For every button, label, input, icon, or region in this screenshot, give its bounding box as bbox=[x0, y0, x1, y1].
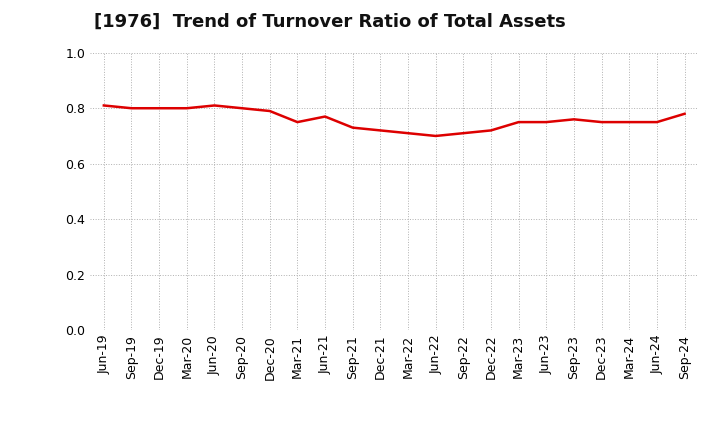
Text: [1976]  Trend of Turnover Ratio of Total Assets: [1976] Trend of Turnover Ratio of Total … bbox=[94, 13, 565, 31]
